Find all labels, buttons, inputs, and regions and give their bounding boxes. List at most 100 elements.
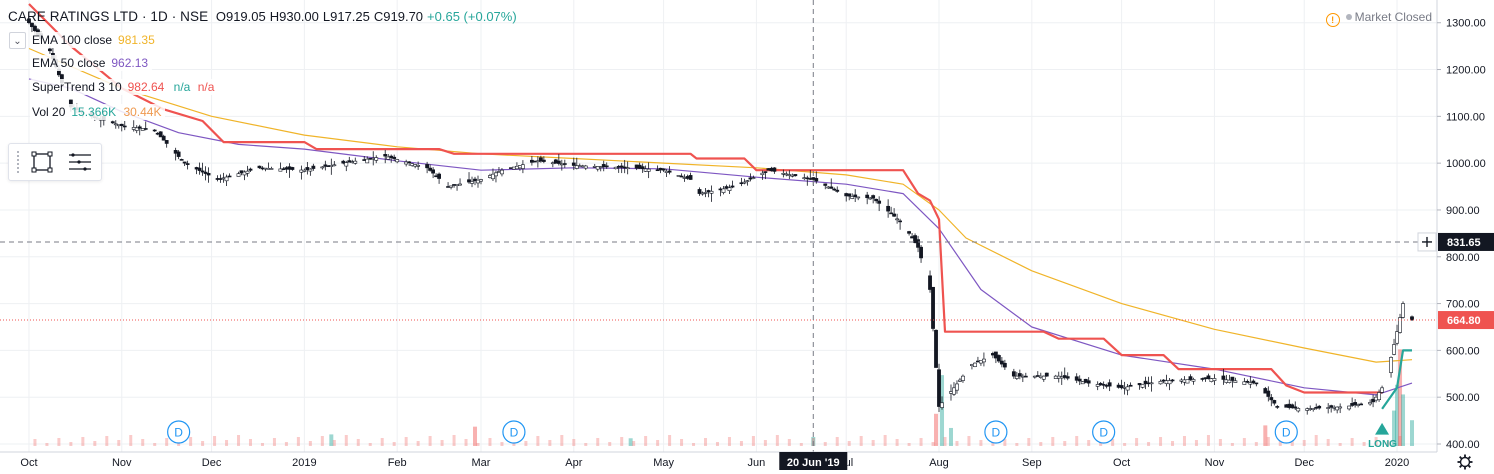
candle-body — [1242, 381, 1247, 385]
candle-body — [724, 186, 729, 189]
candle-body — [476, 179, 480, 184]
candle-body — [538, 157, 543, 162]
indicator-ema50[interactable]: EMA 50 close 962.13 — [30, 55, 153, 71]
chevron-down-icon: ⌄ — [13, 36, 22, 47]
price-tick-label: 1000.00 — [1446, 158, 1486, 170]
dividend-circle — [167, 420, 191, 444]
volume-bar — [1147, 442, 1151, 446]
rectangle-tool-icon[interactable] — [31, 151, 53, 173]
candle-body — [122, 125, 127, 128]
candle-body — [365, 158, 370, 164]
drawing-toolbox — [8, 143, 102, 181]
volume-bar — [1135, 438, 1139, 446]
candle-body — [955, 383, 959, 391]
long-signal-arrow — [1375, 422, 1390, 435]
market-status[interactable]: ! Market Closed — [1325, 10, 1432, 27]
volume-bar — [1218, 439, 1222, 446]
volume-bar — [1398, 349, 1403, 446]
add-alert-button[interactable] — [1417, 232, 1437, 252]
last-price-label: 664.80 — [1447, 315, 1481, 327]
candle-body — [176, 151, 181, 157]
price-tick-label: 1200.00 — [1446, 65, 1486, 77]
candle-body — [835, 189, 840, 192]
close-value: C919.70 — [373, 9, 424, 24]
price-tick-label: 600.00 — [1446, 345, 1480, 357]
dividend-circle — [1274, 420, 1298, 444]
volume-bar — [1182, 436, 1186, 446]
candle-body — [1023, 375, 1028, 378]
candle-body — [916, 239, 920, 248]
volume-bar — [428, 436, 432, 446]
volume-bar — [329, 434, 334, 446]
volume-bar — [596, 438, 600, 446]
candle-body — [416, 165, 421, 167]
volume-bar — [1123, 443, 1127, 446]
volume-bar — [1386, 441, 1390, 446]
volume-bar — [548, 440, 552, 446]
candle-body — [1191, 379, 1196, 382]
volume-bar — [33, 439, 37, 446]
warning-icon[interactable]: ! — [1325, 13, 1340, 27]
candle-body — [871, 195, 876, 199]
candle-body — [1230, 376, 1235, 381]
candle-body — [1296, 408, 1301, 412]
volume-bar — [45, 443, 49, 446]
volume-bar — [1326, 439, 1330, 446]
legend-collapse-button[interactable]: ⌄ — [9, 32, 26, 49]
indicator-ema100[interactable]: EMA 100 close 981.35 — [30, 32, 159, 48]
drag-handle[interactable] — [17, 151, 20, 173]
candle-body — [1317, 405, 1322, 409]
time-tick-label: Oct — [20, 457, 37, 469]
indicator-label: SuperTrend 3 10 — [32, 80, 122, 94]
dividend-marker: D — [1274, 420, 1298, 444]
candle-body — [598, 166, 603, 168]
candle-body — [308, 168, 313, 172]
indicator-label: Vol 20 — [32, 105, 66, 119]
gear-icon[interactable] — [1457, 454, 1473, 470]
volume-bar — [1087, 440, 1091, 446]
dividend-marker: D — [167, 420, 191, 444]
candle-body — [161, 135, 166, 141]
time-tick-label: Jun — [748, 457, 766, 469]
volume-bar — [680, 439, 684, 446]
candle-body — [1335, 406, 1340, 411]
volume-bar — [572, 439, 576, 446]
candle-body — [1377, 392, 1381, 401]
volume-bar — [473, 426, 478, 446]
candle-body — [646, 168, 651, 172]
volume-bar — [1398, 436, 1402, 446]
indicator-volume[interactable]: Vol 20 15.366K 30.44K — [30, 104, 166, 120]
candle-body — [730, 185, 735, 188]
candle-body — [1206, 375, 1211, 380]
indicator-supertrend[interactable]: SuperTrend 3 10 982.64 n/a n/a — [30, 79, 219, 95]
volume-bar — [1111, 439, 1115, 446]
candle-body — [763, 171, 768, 173]
candle-body — [1311, 408, 1316, 410]
volume-bar — [500, 442, 504, 446]
candle-body — [928, 275, 932, 290]
volume-bar — [628, 438, 633, 446]
candle-body — [344, 162, 349, 167]
candle-body — [302, 169, 307, 172]
candle-body — [940, 402, 944, 408]
time-tick-label: Sep — [1022, 457, 1042, 469]
candle-body — [601, 164, 606, 168]
candle-body — [164, 140, 169, 144]
price-tick-label: 900.00 — [1446, 205, 1480, 217]
volume-bar — [751, 436, 755, 446]
candle-body — [137, 126, 142, 129]
candle-body — [203, 171, 208, 174]
line-style-icon[interactable] — [67, 152, 93, 172]
candle-body — [1101, 384, 1106, 386]
indicator-value: 15.366K — [71, 105, 117, 119]
volume-bar — [440, 440, 444, 446]
time-tick-label: Nov — [112, 457, 132, 469]
candle-body — [850, 196, 855, 199]
candle-body — [1227, 379, 1232, 383]
indicator-label: EMA 100 close — [32, 33, 113, 47]
candle-body — [33, 25, 37, 32]
volume-bar — [584, 443, 588, 446]
volume-bar — [1350, 438, 1354, 446]
